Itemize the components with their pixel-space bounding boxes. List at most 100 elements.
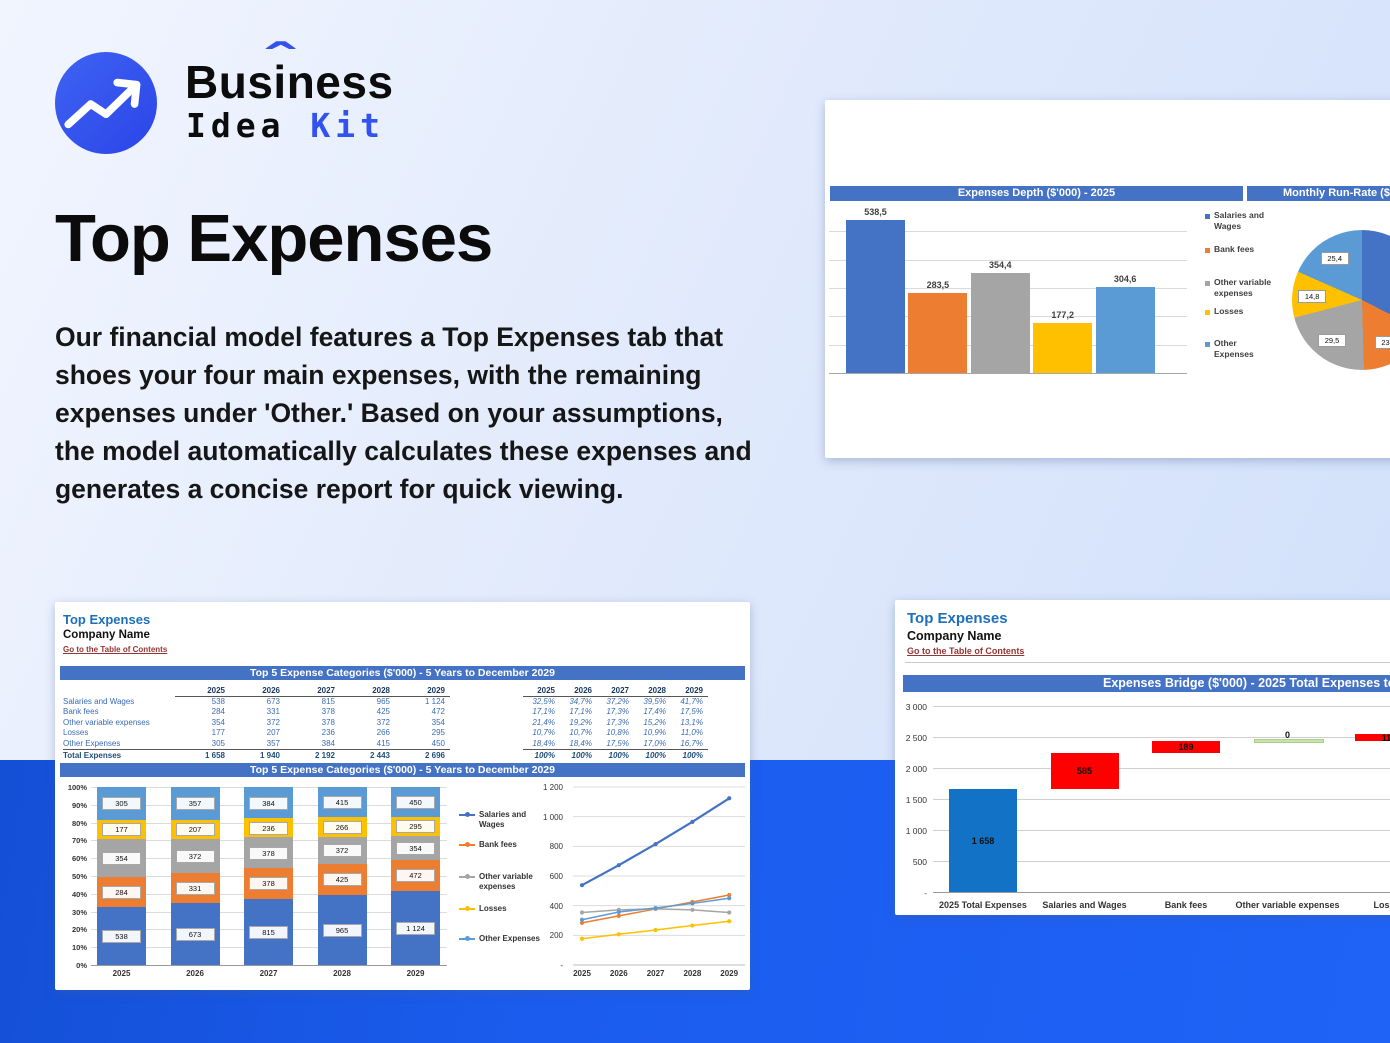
table-cell: 2028 bbox=[340, 684, 395, 697]
y-axis-label: 2 500 bbox=[905, 733, 927, 743]
table-cell: 378 bbox=[321, 717, 335, 727]
legend-label: Salaries and Wages bbox=[479, 810, 527, 829]
table-cell: 2027 bbox=[285, 684, 340, 697]
table-cell: 378 bbox=[321, 707, 335, 717]
table-cell: 10,7% bbox=[532, 728, 555, 738]
y-axis-label: 200 bbox=[549, 931, 563, 941]
table-cell: 2025 bbox=[175, 684, 230, 697]
legend-marker-dot bbox=[465, 812, 470, 817]
table-cell: 11,0% bbox=[680, 728, 703, 738]
logo-subtitle: Idea Kit bbox=[186, 106, 385, 145]
y-axis-label: 60% bbox=[71, 854, 87, 864]
grid-line bbox=[829, 373, 1187, 374]
grid-line bbox=[829, 259, 1187, 261]
segment-value-label: 965 bbox=[322, 923, 362, 937]
bar-value-label: 283,5 bbox=[926, 279, 950, 290]
y-axis-label: 2 000 bbox=[905, 764, 927, 774]
table-cell: 39,5% bbox=[643, 697, 666, 706]
waterfall-total-bar bbox=[949, 789, 1017, 892]
x-axis-label: 2025 Total Expenses bbox=[939, 900, 1027, 910]
x-axis-label: 2026 bbox=[609, 969, 628, 978]
legend-marker-dot bbox=[465, 874, 470, 879]
table-cell: 177 bbox=[211, 728, 225, 738]
page-title: Top Expenses bbox=[55, 201, 493, 276]
table-cell: 2026 bbox=[560, 684, 597, 697]
y-axis-label: 1 000 bbox=[905, 826, 927, 836]
segment-value-label: 384 bbox=[249, 796, 288, 810]
legend-label: Bank fees bbox=[1214, 244, 1255, 254]
segment-value-label: 284 bbox=[102, 885, 141, 899]
bar-value-label: 118 bbox=[1381, 732, 1390, 743]
segment-value-label: 236 bbox=[249, 821, 288, 835]
legend-label: Other Expenses bbox=[1214, 338, 1254, 359]
chart-section-header: Top 5 Expense Categories ($'000) - 5 Yea… bbox=[60, 763, 745, 777]
table-cell: 266 bbox=[376, 728, 390, 738]
segment-value-label: 415 bbox=[322, 796, 362, 810]
grid-line bbox=[933, 768, 1390, 769]
table-cell: 357 bbox=[266, 738, 280, 748]
legend-marker-dot bbox=[465, 936, 470, 941]
legend-label: Other variable expenses bbox=[479, 872, 533, 891]
table-cell bbox=[63, 684, 175, 697]
y-axis-label: 1 200 bbox=[542, 783, 563, 792]
bar-value-label: 304,6 bbox=[1113, 273, 1137, 284]
legend-marker-dot bbox=[465, 906, 470, 911]
x-axis-label: 2029 bbox=[406, 969, 425, 978]
table-cell: 372 bbox=[266, 717, 280, 727]
segment-value-label: 357 bbox=[175, 797, 215, 811]
bar-value-label: 1 658 bbox=[971, 835, 995, 846]
table-cell: 34,7% bbox=[569, 697, 592, 706]
segment-value-label: 372 bbox=[175, 849, 215, 863]
waterfall-zero-bar bbox=[1253, 739, 1324, 744]
page-description: Our financial model features a Top Expen… bbox=[55, 322, 752, 504]
divider bbox=[905, 662, 1390, 663]
pie-value-label: 29,5 bbox=[1318, 334, 1346, 347]
table-cell: 1 124 bbox=[424, 697, 445, 706]
table-cell: 1 940 bbox=[230, 748, 285, 762]
table-section-header: Top 5 Expense Categories ($'000) - 5 Yea… bbox=[60, 666, 745, 680]
segment-value-label: 331 bbox=[175, 882, 215, 896]
table-cell: Other variable expenses bbox=[63, 717, 150, 727]
table-cell: Total Expenses bbox=[63, 748, 175, 762]
grid-line bbox=[829, 231, 1187, 233]
toc-link[interactable]: Go to the Table of Contents bbox=[907, 646, 1025, 656]
table-cell: 13,1% bbox=[680, 717, 703, 727]
table-cell: 472 bbox=[431, 707, 445, 717]
segment-value-label: 177 bbox=[102, 823, 141, 837]
legend-swatch bbox=[1205, 310, 1210, 315]
legend-label: Other Expenses bbox=[479, 934, 540, 943]
x-axis-label: 2028 bbox=[683, 969, 702, 978]
legend-swatch bbox=[1205, 214, 1210, 219]
bar bbox=[908, 292, 968, 373]
table-cell: 538 bbox=[211, 697, 225, 706]
grid-line bbox=[933, 706, 1390, 707]
segment-value-label: 372 bbox=[322, 844, 362, 858]
bar bbox=[970, 272, 1030, 373]
toc-link[interactable]: Go to the Table of Contents bbox=[63, 645, 168, 654]
x-axis-label: Losses bbox=[1373, 900, 1390, 910]
grid-line bbox=[933, 892, 1390, 893]
bar-value-label: 0 bbox=[1284, 730, 1290, 741]
table-cell: 17,5% bbox=[606, 738, 629, 748]
trend-arrow-icon bbox=[64, 78, 141, 129]
line-chart bbox=[573, 786, 745, 966]
segment-value-label: 472 bbox=[396, 869, 435, 883]
segment-value-label: 305 bbox=[102, 797, 141, 811]
table-cell: 18,4% bbox=[569, 738, 592, 748]
pie-value-label: 14,8 bbox=[1298, 290, 1327, 304]
x-axis-label: 2027 bbox=[646, 969, 665, 978]
y-axis-label: 10% bbox=[71, 943, 87, 953]
table-cell: 295 bbox=[431, 728, 445, 738]
table-cell: 21,4% bbox=[532, 717, 555, 727]
table-cell: 284 bbox=[211, 707, 225, 717]
table-cell: Salaries and Wages bbox=[63, 697, 135, 706]
bar-value-label: 585 bbox=[1076, 766, 1093, 777]
bar bbox=[1033, 322, 1093, 373]
y-axis-label: 20% bbox=[71, 925, 87, 935]
table-cell: Bank fees bbox=[63, 707, 99, 717]
table-cell: 354 bbox=[431, 717, 445, 727]
bar-value-label: 189 bbox=[1178, 742, 1194, 753]
segment-value-label: 295 bbox=[396, 820, 435, 834]
segment-value-label: 354 bbox=[102, 851, 141, 865]
